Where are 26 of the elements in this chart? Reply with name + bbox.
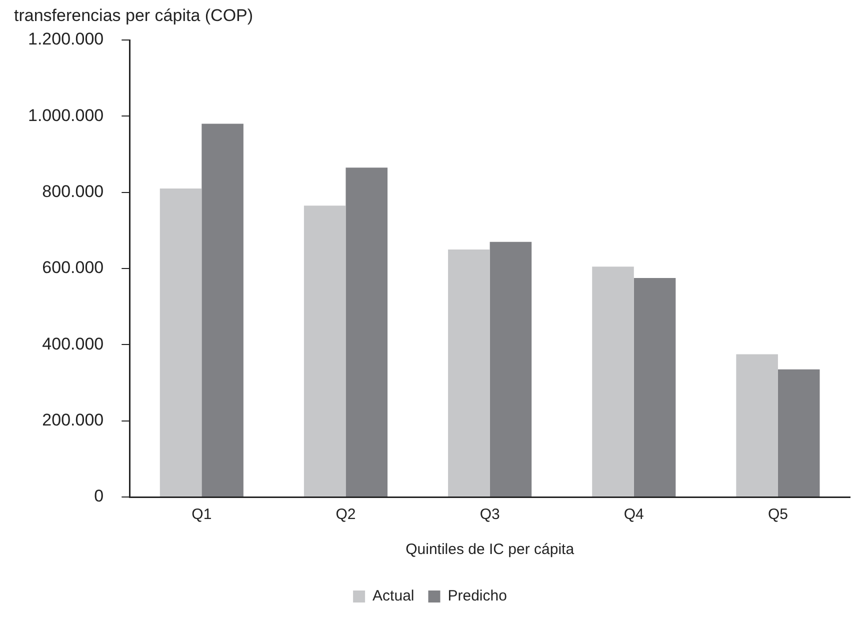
y-tick-label: 200.000 bbox=[42, 410, 104, 430]
bar bbox=[736, 354, 778, 496]
y-axis-title: transferencias per cápita (COP) bbox=[14, 6, 254, 26]
legend-label: Predicho bbox=[448, 588, 507, 605]
x-axis-title: Quintiles de IC per cápita bbox=[406, 541, 575, 558]
x-tick-label: Q5 bbox=[768, 506, 788, 524]
y-tick-label: 400.000 bbox=[42, 334, 104, 354]
bar bbox=[160, 188, 202, 496]
bar bbox=[592, 266, 634, 496]
x-tick-label: Q1 bbox=[192, 506, 212, 524]
bar bbox=[202, 124, 244, 496]
bar bbox=[634, 278, 676, 496]
bar bbox=[490, 242, 532, 496]
y-tick-label: 0 bbox=[94, 486, 104, 506]
y-tick-label: 600.000 bbox=[42, 258, 104, 278]
y-tick-label: 800.000 bbox=[42, 182, 104, 202]
bar bbox=[448, 249, 490, 496]
bar bbox=[346, 168, 388, 496]
y-tick-label: 1.200.000 bbox=[28, 30, 104, 49]
legend-label: Actual bbox=[372, 588, 414, 605]
x-tick-label: Q4 bbox=[624, 506, 644, 524]
bar bbox=[778, 369, 820, 496]
y-tick-label: 1.000.000 bbox=[28, 106, 104, 125]
bar bbox=[304, 206, 346, 496]
x-tick-label: Q3 bbox=[480, 506, 500, 524]
x-tick-label: Q2 bbox=[336, 506, 356, 524]
